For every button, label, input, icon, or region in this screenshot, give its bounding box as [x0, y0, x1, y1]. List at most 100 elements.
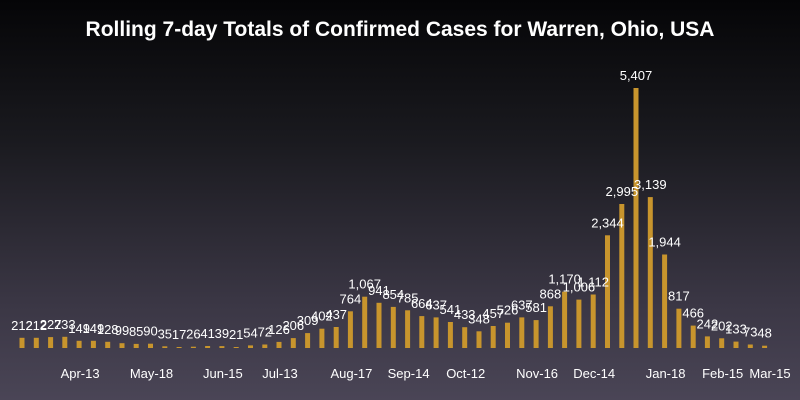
data-label: 637: [511, 297, 533, 312]
bar: [205, 346, 211, 348]
bar: [48, 337, 54, 348]
data-label: 128: [97, 322, 119, 337]
bar: [447, 322, 453, 348]
data-label: 85: [129, 324, 143, 339]
bar: [176, 347, 182, 348]
data-label: 242: [697, 316, 719, 331]
data-label: 868: [540, 286, 562, 301]
bar: [362, 296, 368, 348]
data-label: 17: [172, 327, 186, 342]
bar: [405, 310, 411, 348]
bar: [476, 331, 482, 348]
data-label: 72: [258, 325, 272, 340]
data-label: 402: [311, 309, 333, 324]
data-label: 149: [83, 321, 105, 336]
data-label: 133: [725, 322, 747, 337]
bar: [576, 299, 582, 348]
bar: [76, 340, 82, 348]
bar: [662, 254, 668, 348]
bar: [747, 344, 753, 348]
bar: [333, 327, 339, 348]
data-label: 99: [115, 323, 129, 338]
bar: [390, 306, 396, 348]
data-label: 41: [200, 326, 214, 341]
x-tick-label: Jun-15: [203, 366, 243, 381]
data-label: 202: [711, 318, 733, 333]
bar: [676, 308, 682, 348]
bar: [33, 337, 39, 348]
bar: [462, 327, 468, 348]
data-label: 73: [743, 325, 757, 340]
data-label: 126: [268, 322, 290, 337]
x-tick-label: Apr-13: [61, 366, 100, 381]
bar: [376, 302, 382, 348]
data-label: 1,112: [577, 275, 609, 290]
bar: [276, 341, 282, 348]
bar: [433, 317, 439, 348]
x-tick-label: Dec-14: [573, 366, 615, 381]
bar: [419, 316, 425, 348]
x-tick-label: May-18: [130, 366, 173, 381]
bar: [562, 291, 568, 348]
data-label: 637: [425, 297, 447, 312]
bar: [547, 306, 553, 348]
bar: [519, 317, 525, 348]
data-label: 21: [229, 327, 243, 342]
bar: [605, 235, 610, 348]
bar: [305, 333, 311, 348]
bar: [133, 343, 139, 348]
x-tick-label: Nov-16: [516, 366, 558, 381]
x-tick-label: Oct-12: [446, 366, 485, 381]
bar: [248, 345, 253, 348]
bar: [533, 320, 539, 348]
data-label: 5,407: [620, 68, 653, 83]
data-label: 35: [158, 326, 172, 341]
x-axis-ticks: Apr-13 May-18 Jun-15 Jul-13 Aug-17 Sep-14 Oct-…: [61, 366, 791, 381]
bar: [19, 337, 25, 348]
x-tick-label: Sep-14: [388, 366, 430, 381]
bar: [690, 325, 696, 348]
data-label: 212: [11, 318, 33, 333]
bar: [105, 341, 111, 348]
data-label: 309: [297, 313, 319, 328]
data-label: 206: [282, 318, 304, 333]
bar: [62, 336, 68, 348]
bars-group: [19, 88, 768, 348]
x-tick-label: Jul-13: [262, 366, 297, 381]
bar: [219, 346, 225, 348]
bar: [647, 197, 653, 348]
bar: [233, 347, 239, 348]
bar: [119, 343, 125, 348]
data-label: 149: [68, 321, 90, 336]
bar: [290, 338, 296, 348]
x-tick-label: Mar-15: [749, 366, 790, 381]
data-label: 39: [215, 326, 229, 341]
data-label: 433: [454, 307, 476, 322]
bar: [733, 341, 739, 348]
bar: [590, 294, 596, 348]
x-tick-label: Jan-18: [646, 366, 686, 381]
data-label: 1,944: [648, 235, 681, 250]
data-label: 541: [440, 302, 462, 317]
data-label: 581: [525, 300, 547, 315]
bar: [719, 338, 725, 348]
data-label: 941: [368, 283, 390, 298]
bar: [347, 311, 353, 348]
data-label: 54: [243, 325, 257, 340]
data-label: 227: [40, 317, 62, 332]
bar: [162, 346, 168, 348]
data-label: 437: [325, 307, 347, 322]
data-label: 854: [382, 287, 404, 302]
data-label: 664: [411, 296, 433, 311]
data-label: 3,139: [634, 177, 667, 192]
data-label: 212: [25, 318, 47, 333]
data-label: 817: [668, 289, 690, 304]
chart-title: Rolling 7-day Totals of Confirmed Cases …: [85, 18, 715, 41]
data-label: 1,170: [548, 272, 581, 287]
bar: [490, 326, 496, 348]
data-label: 457: [482, 306, 504, 321]
data-label: 2,344: [591, 215, 624, 230]
data-label: 1,006: [563, 280, 596, 295]
